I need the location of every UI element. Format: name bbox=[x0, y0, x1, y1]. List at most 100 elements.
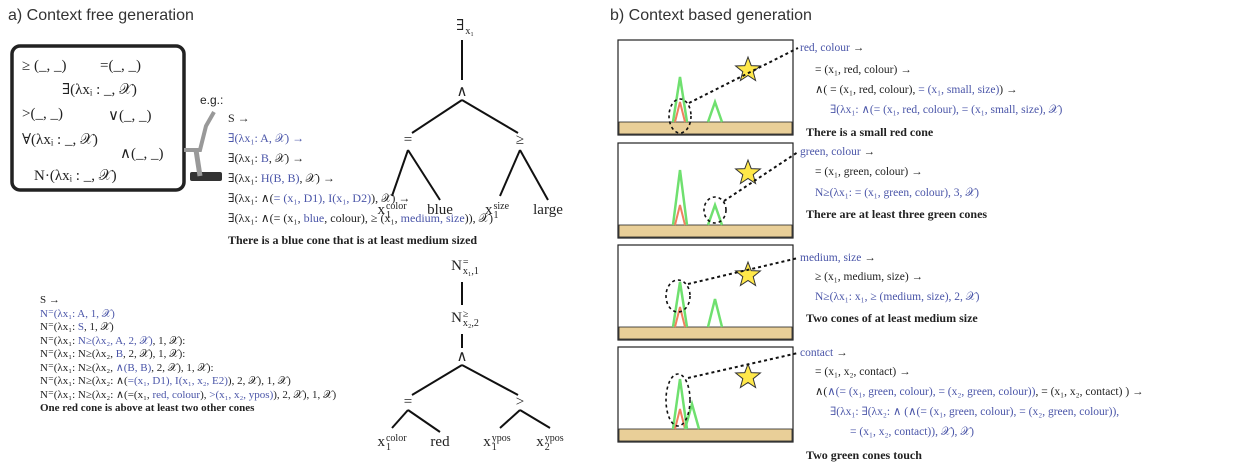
grammar-rule: ∃(λxᵢ : _, 𝒳) bbox=[62, 82, 137, 98]
focus-pointer bbox=[687, 257, 799, 285]
scene-panel bbox=[617, 346, 794, 443]
term: N⁼(λx₁: N≥(λx₂: ∧( bbox=[40, 375, 128, 387]
grammar-rule: =(_, _) bbox=[100, 58, 141, 74]
highlight-term: ∃(λx₁: ∧(= (x₁, red, colour), = (x₁, sma… bbox=[830, 104, 1063, 116]
sentence: There is a small red cone bbox=[806, 125, 934, 139]
sentence: One red cone is above at least two other… bbox=[40, 402, 255, 414]
highlight-term: S bbox=[77, 321, 85, 333]
section-header: a) Context free generation bbox=[8, 7, 194, 24]
cone bbox=[706, 98, 724, 123]
grammar-box bbox=[10, 44, 186, 192]
scene-ground bbox=[618, 428, 793, 442]
term: → bbox=[833, 347, 848, 359]
term: = (x₁, x₂, contact) → bbox=[815, 366, 911, 378]
tree-edge bbox=[391, 149, 409, 197]
node-label: > bbox=[515, 394, 525, 410]
term: S → bbox=[228, 111, 250, 125]
scene-panel bbox=[617, 39, 794, 136]
term: = (x₁, red, colour) → bbox=[815, 64, 912, 76]
derivation-step: = (x₁, red, colour) → bbox=[815, 63, 912, 77]
term: → bbox=[860, 146, 876, 158]
node-sup: color bbox=[385, 432, 407, 444]
tree-edge bbox=[461, 99, 519, 134]
tree-node: blue bbox=[427, 201, 453, 219]
derivation-step: N⁼(λx₁: N≥(λx₂, ∧(B, B), 2, 𝒳), 1, 𝒳): bbox=[40, 361, 214, 375]
tree-node: = bbox=[404, 131, 412, 149]
tree-node: N = x₁,1 bbox=[451, 257, 479, 276]
tree-edge bbox=[411, 364, 463, 396]
term: ∧( = (x₁, red, colour), bbox=[815, 84, 919, 96]
term: ≥ (x₁, medium, size) → bbox=[815, 271, 924, 283]
tree-edge bbox=[407, 409, 441, 433]
derivation-step: S → bbox=[228, 111, 250, 125]
highlight-term: = (x₁, small, size) bbox=[918, 84, 1000, 96]
node-sub: 1 bbox=[491, 441, 497, 453]
cone bbox=[671, 169, 689, 226]
highlight-term: green, colour bbox=[800, 146, 861, 158]
derivation-step: ∃(λx₁: A, 𝒳) → bbox=[228, 131, 304, 145]
node-label: x bbox=[377, 202, 385, 218]
derivation-step: = (x₁, green, colour) → bbox=[815, 165, 923, 179]
scene-ground bbox=[618, 224, 793, 238]
highlight-term: N≥(λx₁: = (x₁, green, colour), 3, 𝒳) bbox=[815, 187, 980, 199]
term: ∧( bbox=[815, 386, 828, 398]
node-label: N bbox=[451, 258, 462, 274]
highlight-term: N≥(λx₂, A, 2, 𝒳) bbox=[77, 334, 153, 347]
highlight-term: red, colour bbox=[152, 388, 201, 401]
focus-circle bbox=[665, 373, 691, 427]
tree-edge bbox=[519, 149, 549, 201]
node-label: large bbox=[533, 202, 563, 218]
term: S → bbox=[40, 294, 60, 306]
tree-node: N ≥ x₂,2 bbox=[451, 309, 479, 328]
tree-node: x color 1 bbox=[377, 433, 406, 452]
term: N⁼(λx₁: bbox=[40, 321, 78, 333]
term: → bbox=[861, 252, 876, 264]
highlight-term: ∃(λx₁: A, 𝒳) → bbox=[228, 131, 305, 145]
focus-pointer bbox=[687, 352, 799, 379]
node-label: ≥ bbox=[515, 132, 525, 148]
term: N⁼(λx₁: N≥(λx₂, bbox=[40, 348, 116, 360]
derivation-step: N⁼(λx₁: N≥(λx₂: ∧(=(x₁, D1), I(x₁, x₂, E… bbox=[40, 374, 291, 388]
tree-edge bbox=[499, 149, 521, 197]
derivation-step: ∧( = (x₁, red, colour), = (x₁, small, si… bbox=[815, 83, 1018, 97]
derivation-step: N⁼(λx₁: S, 1, 𝒳) bbox=[40, 320, 114, 334]
node-label: ∧ bbox=[456, 84, 468, 100]
node-sub: 1 bbox=[385, 441, 391, 453]
term: ), bbox=[200, 388, 210, 401]
tree-node: ∃ x₁ bbox=[456, 17, 474, 36]
tree-edge bbox=[407, 149, 441, 201]
node-scripts: ypos 1 bbox=[491, 433, 511, 453]
tree-node: > bbox=[516, 393, 524, 411]
node-scripts: ypos 2 bbox=[545, 433, 564, 452]
highlight-term: medium, size bbox=[400, 211, 465, 225]
term: , 𝒳) → bbox=[268, 151, 305, 165]
cone bbox=[671, 76, 689, 123]
tree-node: ∧ bbox=[457, 83, 468, 101]
highlight-term: B bbox=[260, 151, 269, 165]
node-scripts: = x₁,1 bbox=[462, 257, 479, 277]
term: )), 𝒳) bbox=[464, 211, 493, 225]
highlight-term: ∧(= (x₁, green, colour), = (x₂, green, c… bbox=[827, 386, 1036, 398]
node-sub: x₁,1 bbox=[462, 265, 479, 277]
derivation-step: = (x₁, x₂, contact) → bbox=[815, 365, 911, 379]
highlight-term: = (x₁, D1), I(x₁, D2) bbox=[273, 191, 372, 205]
node-label: = bbox=[403, 394, 413, 410]
node-sub: 1 bbox=[493, 209, 499, 221]
derivation-step: N≥(λx₁: x₁, ≥ (medium, size), 2, 𝒳) bbox=[815, 290, 980, 304]
tree-edge bbox=[411, 99, 463, 134]
tree-node: large bbox=[533, 201, 563, 219]
term: , 𝒳) → bbox=[299, 171, 335, 185]
cone bbox=[706, 298, 724, 328]
node-scripts: size 1 bbox=[493, 201, 509, 221]
derivation-step: N⁼(λx₁: A, 1, 𝒳) bbox=[40, 307, 115, 321]
node-label: N bbox=[451, 310, 462, 326]
derivation-step: ∃(λx₁: B, 𝒳) → bbox=[228, 151, 304, 165]
tree-node: x color 1 bbox=[377, 201, 406, 220]
term: , 2, 𝒳), 1, 𝒳): bbox=[123, 348, 186, 360]
tree-node: x ypos 2 bbox=[536, 433, 563, 452]
node-label: x bbox=[484, 202, 493, 218]
term: , 2, 𝒳), 1, 𝒳): bbox=[151, 361, 214, 374]
scene-ground bbox=[618, 326, 793, 340]
term: ) → bbox=[999, 84, 1018, 96]
